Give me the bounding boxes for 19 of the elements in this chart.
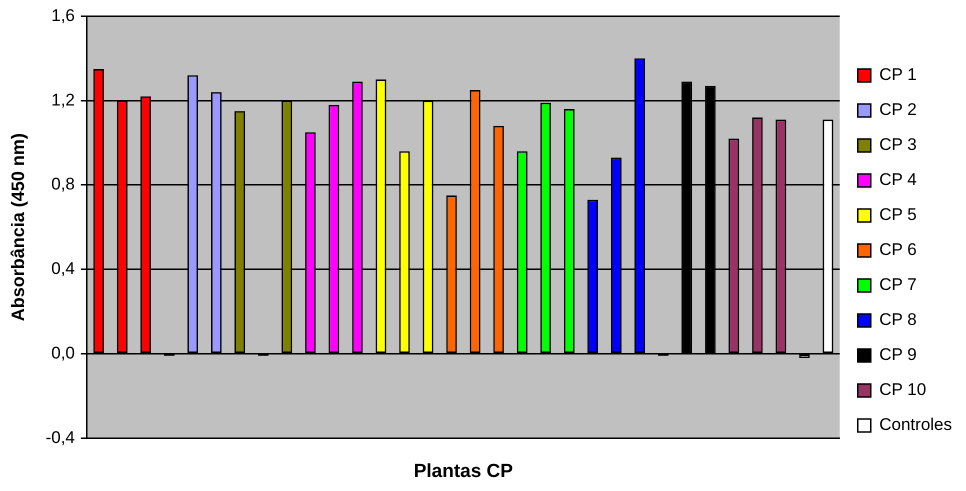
y-tick-label: 0,8	[51, 174, 75, 194]
legend-label: CP 9	[879, 345, 917, 364]
legend-label: Controles	[879, 415, 952, 434]
legend-label: CP 8	[879, 310, 917, 330]
y-tick-label: 1,2	[51, 90, 75, 110]
legend-label: CP 10	[879, 380, 926, 400]
y-tick-label: 1,6	[51, 6, 75, 25]
legend-label: CP 7	[879, 275, 917, 294]
y-tick-label: 0,4	[51, 259, 75, 278]
legend-label: CP 1	[879, 65, 917, 84]
legend-label: CP 4	[879, 170, 917, 190]
legend-label: CP 2	[879, 100, 917, 120]
legend-label: CP 5	[879, 205, 917, 224]
y-tick-label: 0,0	[51, 343, 75, 362]
y-axis-title: Absorbância (450 nm)	[8, 133, 28, 322]
legend-label: CP 6	[879, 240, 917, 260]
x-axis-title: Plantas CP	[414, 460, 514, 482]
y-tick-label: -0,4	[46, 428, 75, 447]
legend-label: CP 3	[879, 135, 917, 154]
